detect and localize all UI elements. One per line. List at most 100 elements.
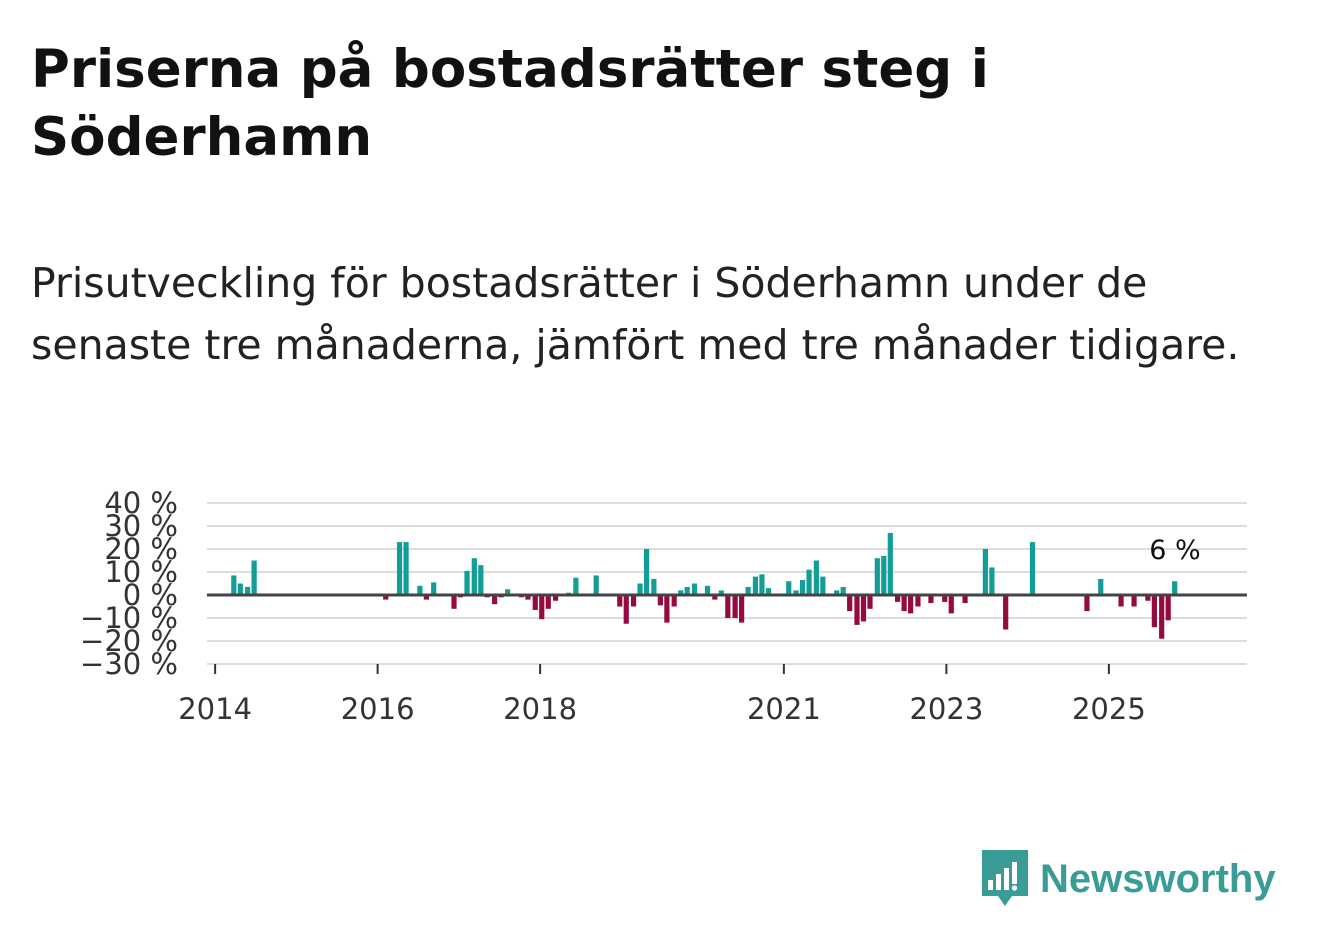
bar xyxy=(532,595,538,610)
bar xyxy=(989,567,995,595)
y-tick-label: 0 % xyxy=(123,578,178,612)
bar xyxy=(840,586,846,595)
bar xyxy=(471,558,477,595)
bar xyxy=(451,595,457,609)
bar xyxy=(712,595,718,600)
bar xyxy=(1145,595,1151,601)
bar xyxy=(573,577,579,595)
bar xyxy=(765,588,772,595)
chart-title: Priserna på bostadsrätter steg i Söderha… xyxy=(31,39,989,168)
bar xyxy=(759,574,765,595)
y-tick-label: −10 % xyxy=(80,601,178,635)
bar xyxy=(881,555,887,595)
bar xyxy=(901,595,907,612)
bar xyxy=(887,532,893,595)
bar xyxy=(752,576,759,595)
bar xyxy=(539,595,545,620)
brand-name: Newsworthy xyxy=(1040,856,1276,901)
bar xyxy=(630,595,637,607)
y-tick-label: 20 % xyxy=(104,532,178,566)
y-tick-label: 10 % xyxy=(104,555,178,589)
last-value-label: 6 % xyxy=(1149,535,1200,566)
bar xyxy=(505,589,511,595)
bar xyxy=(1165,595,1171,621)
bar xyxy=(786,581,792,595)
bar xyxy=(834,590,840,595)
y-axis: 40 %30 %20 %10 %0 %−10 %−20 %−30 % xyxy=(80,486,178,681)
bar xyxy=(860,595,867,622)
bar xyxy=(396,542,403,595)
bar xyxy=(423,595,429,600)
bar xyxy=(651,578,657,595)
bar xyxy=(908,595,914,614)
bar xyxy=(545,595,551,609)
bar xyxy=(593,575,599,595)
x-tick-label: 2016 xyxy=(341,692,415,726)
newsworthy-logo-icon xyxy=(982,850,1028,906)
bar xyxy=(847,595,853,612)
bars xyxy=(231,532,1178,639)
bar xyxy=(718,590,724,595)
bar xyxy=(942,595,948,602)
bar xyxy=(915,595,921,607)
y-tick-label: 30 % xyxy=(104,509,178,543)
bar xyxy=(732,595,738,618)
bar xyxy=(643,549,650,595)
bar xyxy=(874,558,880,595)
bar xyxy=(739,595,745,623)
bar xyxy=(464,570,470,595)
bar xyxy=(637,583,643,595)
bar xyxy=(745,586,751,595)
bar xyxy=(982,549,988,595)
bar xyxy=(684,586,690,595)
bar xyxy=(492,595,498,605)
bar xyxy=(417,585,423,595)
x-tick-label: 2025 xyxy=(1072,692,1146,726)
bar xyxy=(691,583,698,595)
y-tick-label: 40 % xyxy=(104,486,178,520)
bar xyxy=(1151,595,1157,628)
bar xyxy=(237,583,243,595)
y-tick-label: −20 % xyxy=(80,624,178,658)
bar xyxy=(704,585,711,595)
bar xyxy=(1118,595,1124,607)
x-axis: 2014 2016 2018 2021 2023 2025 xyxy=(178,664,1146,726)
bar xyxy=(1098,578,1104,595)
x-tick-label: 2023 xyxy=(909,692,983,726)
bar xyxy=(962,595,968,604)
bar xyxy=(431,582,437,595)
bar xyxy=(403,542,409,595)
bar xyxy=(1172,581,1178,595)
bar xyxy=(657,595,663,606)
bar xyxy=(1003,595,1009,630)
bar xyxy=(478,565,484,595)
chart-subtitle: Prisutveckling för bostadsrätter i Söder… xyxy=(31,259,1240,369)
bar xyxy=(552,595,559,601)
bar xyxy=(867,595,873,609)
x-tick-label: 2018 xyxy=(503,692,577,726)
bar xyxy=(948,595,954,614)
bar xyxy=(1159,595,1165,639)
bar xyxy=(895,595,901,602)
bar-chart: 40 %30 %20 %10 %0 %−10 %−20 %−30 % 2014 2… xyxy=(80,486,1247,726)
y-tick-label: −30 % xyxy=(80,647,178,681)
x-tick-label: 2014 xyxy=(178,692,252,726)
bar xyxy=(820,576,826,595)
bar xyxy=(1084,595,1090,612)
grid-lines xyxy=(207,502,1247,665)
bar xyxy=(231,575,237,595)
bar xyxy=(806,569,812,595)
bar xyxy=(245,586,251,595)
bar xyxy=(678,590,684,595)
bar xyxy=(671,595,677,607)
bar xyxy=(928,595,934,604)
bar xyxy=(854,595,860,625)
bar xyxy=(813,560,819,595)
bar xyxy=(664,595,670,623)
bar xyxy=(623,595,629,624)
bar xyxy=(1131,595,1137,607)
bar xyxy=(617,595,623,607)
annotations: 6 % xyxy=(1149,535,1200,566)
bar xyxy=(799,580,806,595)
bar xyxy=(1029,542,1036,595)
